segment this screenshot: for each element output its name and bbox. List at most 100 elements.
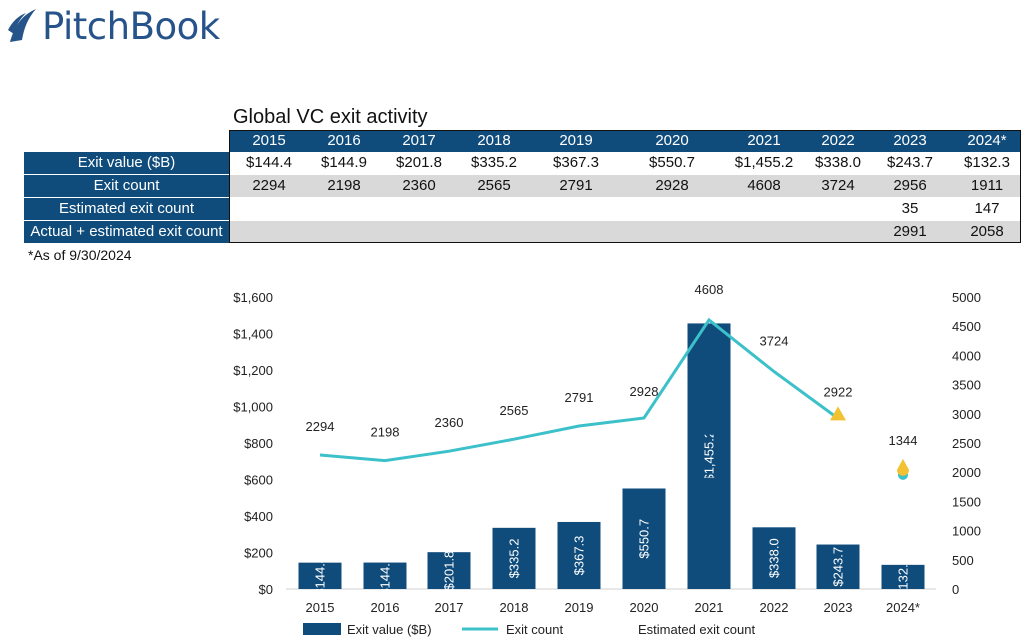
table-cell: $1,455.2: [734, 154, 794, 171]
pitchbook-logo: PitchBook: [6, 4, 220, 48]
y-left-tick-label: $200: [244, 546, 273, 561]
table-cell: $367.3: [553, 154, 599, 171]
table-cell: 2294: [252, 177, 286, 194]
bar-data-label: $132.3: [896, 557, 911, 597]
table-cell: 147: [974, 200, 1000, 217]
line-data-label: 2565: [500, 403, 529, 418]
line-data-label: 4608: [695, 282, 724, 297]
table-cell: 1911: [970, 177, 1004, 194]
x-tick-label: 2023: [824, 600, 853, 615]
table-cell: $144.4: [246, 154, 292, 171]
bar-data-label: $201.8: [442, 551, 457, 591]
table-title: Global VC exit activity: [233, 106, 428, 128]
legend-label: Exit count: [506, 622, 563, 637]
table-header-year: 2024*: [967, 132, 1007, 149]
y-right-tick-label: 5000: [952, 290, 981, 305]
x-tick-label: 2018: [500, 600, 529, 615]
table-cell: $144.9: [321, 154, 367, 171]
table-border: [229, 130, 1021, 243]
bar-data-label: $1,455.2: [702, 431, 717, 482]
table-cell: 2791: [559, 177, 593, 194]
x-tick-label: 2021: [695, 600, 724, 615]
table-cell: 2360: [402, 177, 436, 194]
y-left-tick-label: $1,600: [233, 290, 273, 305]
table-row-label: Actual + estimated exit count: [30, 223, 223, 240]
y-right-tick-label: 1000: [952, 524, 981, 539]
table-row-shade: [229, 221, 1021, 243]
y-right-tick-label: 4000: [952, 348, 981, 363]
table-header-year: 2023: [893, 132, 927, 149]
table-header-row: [229, 130, 1021, 152]
bar-exit-value: [622, 488, 666, 589]
bar-exit-value: [881, 564, 925, 589]
table-cell: 2565: [477, 177, 511, 194]
legend-swatch-exit-value: [303, 623, 341, 635]
estimated-marker: [830, 406, 846, 421]
bar-exit-value: [363, 562, 407, 589]
line-data-label: 2791: [565, 390, 594, 405]
y-left-tick-label: $1,000: [233, 400, 273, 415]
line-data-label: 2922: [824, 384, 853, 399]
bar-data-label: $144.9: [378, 556, 393, 596]
bar-exit-value: [427, 552, 471, 589]
estimated-data-label: 1344: [889, 433, 918, 448]
bar-exit-value: [752, 527, 796, 589]
table-cell: 2928: [655, 177, 689, 194]
table-cell: 2956: [893, 177, 927, 194]
table-header-year: 2020: [655, 132, 689, 149]
y-left-tick-label: $1,200: [233, 363, 273, 378]
legend-label: Exit value ($B): [347, 622, 432, 637]
line-exit-count: [319, 317, 839, 463]
table-cell: 35: [901, 200, 919, 217]
bar-exit-value: [687, 323, 731, 589]
table-row-label: Exit value ($B): [77, 154, 176, 171]
bar-data-label: $367.3: [572, 536, 587, 576]
y-right-tick-label: 3000: [952, 407, 981, 422]
table-cell: 3724: [821, 177, 855, 194]
bar-exit-value: [816, 544, 860, 589]
table-row-label-bg: [24, 198, 229, 220]
bar-exit-value: [492, 527, 536, 589]
table-header-year: 2015: [252, 132, 286, 149]
table-cell: $335.2: [471, 154, 517, 171]
y-left-tick-label: $600: [244, 473, 273, 488]
line-data-label: 2360: [435, 415, 464, 430]
x-tick-label: 2016: [371, 600, 400, 615]
footnote: *As of 9/30/2024: [28, 247, 132, 263]
x-tick-label: 2022: [760, 600, 789, 615]
table-row-label-bg: [24, 221, 229, 243]
table-header-year: 2021: [747, 132, 781, 149]
y-left-tick-label: $1,400: [233, 327, 273, 342]
line-data-label: 3724: [760, 334, 789, 349]
bar-data-label: $338.0: [767, 538, 782, 578]
bar-data-label: $335.2: [507, 539, 522, 579]
table-header-year: 2016: [327, 132, 361, 149]
table-cell: $338.0: [815, 154, 861, 171]
table-cell: $550.7: [649, 154, 695, 171]
bar-data-label: $550.7: [637, 519, 652, 559]
y-left-tick-label: $400: [244, 509, 273, 524]
x-tick-label: 2020: [630, 600, 659, 615]
y-right-tick-label: 0: [952, 582, 959, 597]
table-row-label: Exit count: [93, 177, 160, 194]
table-cell: 2058: [970, 223, 1004, 240]
table-cell: $201.8: [396, 154, 442, 171]
x-tick-label: 2015: [306, 600, 335, 615]
table-row-shade: [229, 175, 1021, 197]
y-right-tick-label: 1500: [952, 494, 981, 509]
x-tick-label: 2024*: [886, 600, 920, 615]
logo-wordmark: PitchBook: [42, 4, 220, 48]
table-header-year: 2019: [559, 132, 593, 149]
table-cell: $132.3: [964, 154, 1010, 171]
legend-label: Estimated exit count: [638, 622, 755, 637]
bar-exit-value: [557, 521, 601, 589]
y-right-tick-label: 3500: [952, 378, 981, 393]
table-header-year: 2017: [402, 132, 436, 149]
bar-data-label: $243.7: [831, 547, 846, 587]
x-tick-label: 2019: [565, 600, 594, 615]
y-left-tick-label: $800: [244, 436, 273, 451]
table-cell: 2991: [893, 223, 927, 240]
y-right-tick-label: 2000: [952, 465, 981, 480]
table-header-year: 2022: [821, 132, 855, 149]
